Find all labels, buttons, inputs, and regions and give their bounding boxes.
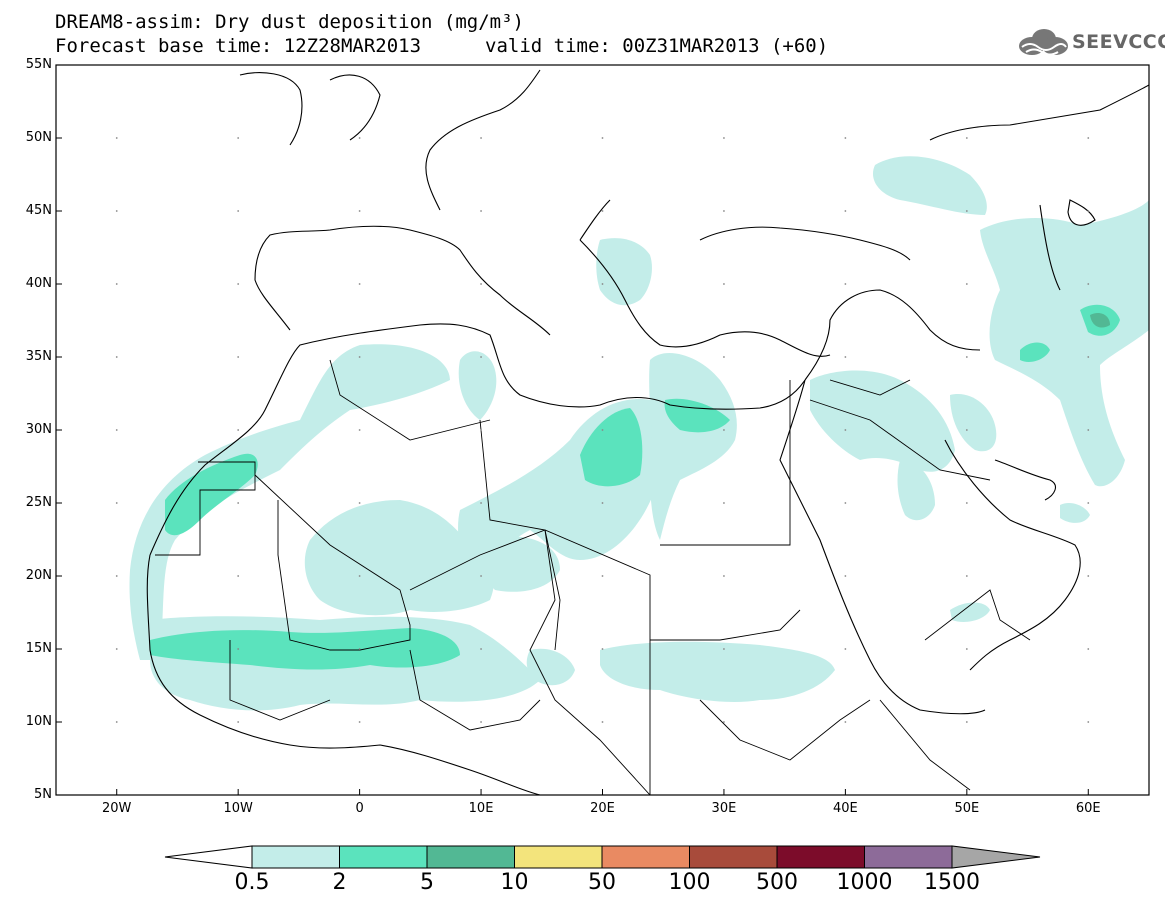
lon-label-10E: 10E [468,801,494,816]
lon-label-60E: 60E [1075,801,1101,816]
lat-label-10N: 10N [25,714,52,729]
lat-label-5N: 5N [34,787,52,802]
lat-label-20N: 20N [25,568,52,583]
map-title: DREAM8-assim: Dry dust deposition (mg/m³… [55,11,524,33]
valid-time: valid time: 00Z31MAR2013 (+60) [485,35,829,57]
colorbar-box [776,845,865,869]
dust-mid-areas [150,304,1120,670]
seevccc-logo: SEEVCCC [1016,26,1165,60]
lon-label-20E: 20E [590,801,615,816]
lon-label-30E: 30E [711,801,737,816]
coastlines [146,69,1149,795]
lat-label-50N: 50N [25,130,52,145]
colorbar-box [514,845,603,869]
lat-label-15N: 15N [25,641,52,656]
colorbar-box [601,845,690,869]
borders [155,359,1031,795]
colorbar-label: 100 [668,870,711,895]
colorbar-box [864,845,953,869]
lon-label-0: 0 [355,801,364,816]
colorbar-label: 5 [420,870,434,895]
lon-label-10W: 10W [223,801,253,816]
lat-label-35N: 35N [25,349,52,364]
lon-label-20W: 20W [102,801,132,816]
colorbar-label: 0.5 [234,870,270,895]
lat-label-25N: 25N [25,495,52,510]
lon-label-40E: 40E [832,801,858,816]
colorbar-label: 2 [332,870,347,895]
lat-label-40N: 40N [25,276,52,291]
lat-label-55N: 55N [25,57,52,72]
base-time: Forecast base time: 12Z28MAR2013 [55,35,422,57]
graticule [115,137,1090,723]
colorbar-label: 1000 [836,870,893,895]
lon-label-50E: 50E [954,801,980,816]
dust-high-areas [1090,313,1110,328]
colorbar-label: 10 [500,870,529,895]
colorbar-box [689,845,778,869]
colorbar-under-arrow [164,845,253,869]
colorbar-label: 500 [756,870,798,895]
colorbar-box [251,845,340,869]
colorbar-over-arrow [951,845,1041,869]
colorbar-box [426,845,515,869]
colorbar-label: 50 [588,870,616,895]
lat-label-30N: 30N [25,422,52,437]
colorbar-box [339,845,428,869]
logo-text: SEEVCCC [1072,31,1165,53]
colorbar-label: 1500 [924,870,980,895]
lat-label-45N: 45N [25,203,52,218]
cloud-icon [1019,29,1068,56]
